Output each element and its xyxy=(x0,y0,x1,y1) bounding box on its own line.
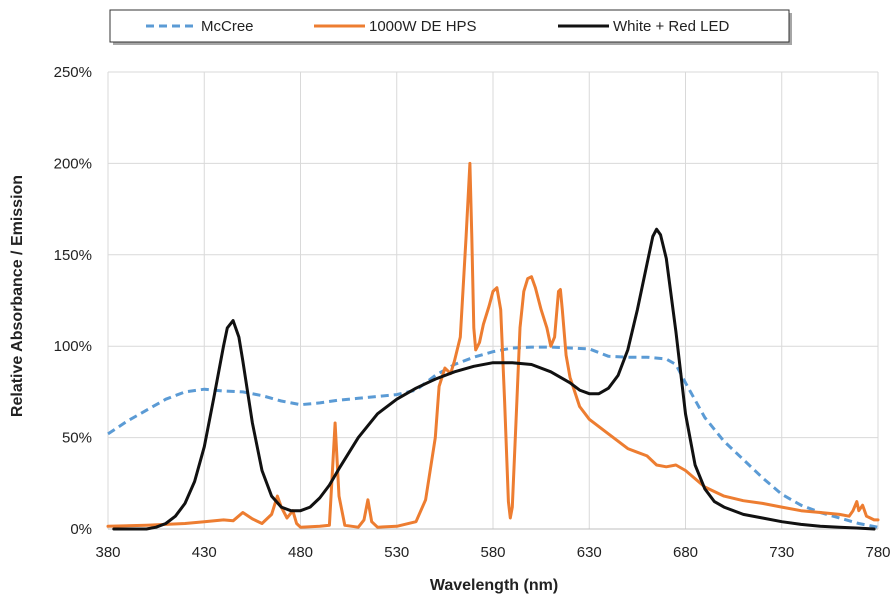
y-tick-label: 200% xyxy=(54,155,92,172)
legend-box xyxy=(109,9,790,43)
series-line-2 xyxy=(112,227,876,531)
x-tick-label: 730 xyxy=(769,544,794,561)
series-line-1 xyxy=(106,161,880,529)
x-tick-labels: 380 430 480 530 580 630 680 730 780 xyxy=(95,544,890,561)
legend: McCree 1000W DE HPS White + Red LED xyxy=(109,9,792,45)
x-tick-label: 380 xyxy=(95,544,120,561)
x-tick-label: 630 xyxy=(577,544,602,561)
x-tick-label: 580 xyxy=(480,544,505,561)
y-tick-labels: 0% 50% 100% 150% 200% 250% xyxy=(54,64,92,538)
y-tick-label: 50% xyxy=(62,430,92,447)
y-tick-label: 100% xyxy=(54,338,92,355)
x-tick-label: 530 xyxy=(384,544,409,561)
legend-items: McCree 1000W DE HPS White + Red LED xyxy=(146,18,729,35)
legend-label-0: McCree xyxy=(201,18,254,35)
y-tick-label: 0% xyxy=(70,521,92,538)
y-tick-label: 250% xyxy=(54,64,92,81)
y-axis-title: Relative Absorbance / Emission xyxy=(9,175,26,417)
y-tick-label: 150% xyxy=(54,247,92,264)
legend-label-1: 1000W DE HPS xyxy=(369,18,477,35)
x-axis-title: Wavelength (nm) xyxy=(430,577,558,594)
legend-label-2: White + Red LED xyxy=(613,18,729,35)
x-tick-label: 680 xyxy=(673,544,698,561)
x-tick-label: 780 xyxy=(865,544,890,561)
series-lines xyxy=(106,161,880,531)
gridlines xyxy=(107,71,879,530)
x-tick-label: 480 xyxy=(288,544,313,561)
x-tick-label: 430 xyxy=(192,544,217,561)
